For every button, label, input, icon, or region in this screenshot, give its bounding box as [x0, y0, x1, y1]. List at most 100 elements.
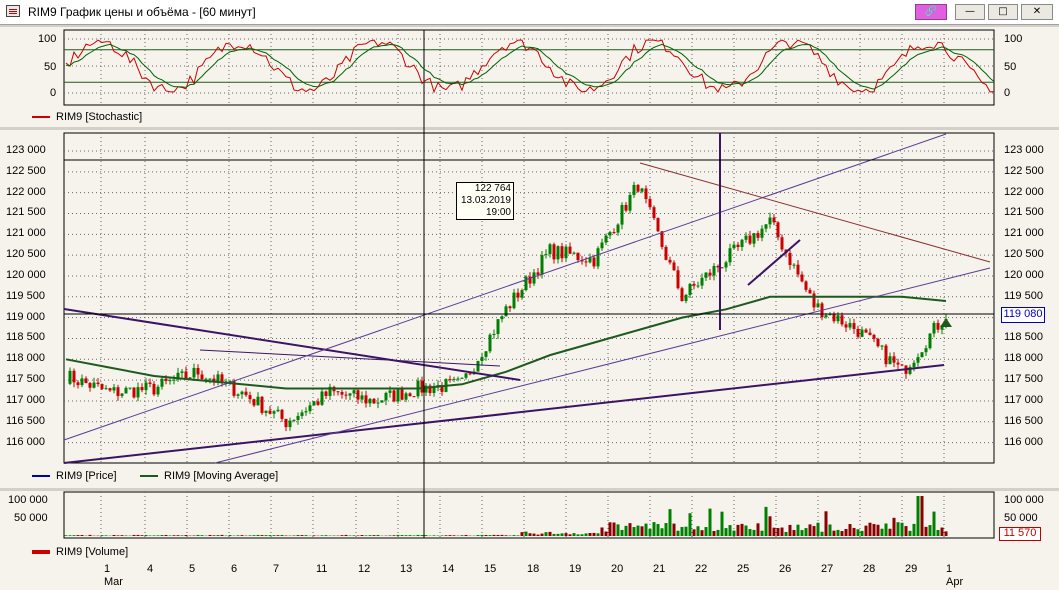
price-candle-body [240, 391, 244, 395]
volume-swatch [32, 550, 50, 554]
volume-bar [584, 533, 588, 536]
price-candle-body [68, 370, 72, 384]
volume-bar [860, 530, 864, 536]
price-candle-body [632, 184, 636, 195]
price-candle-body [364, 395, 368, 404]
volume-bar [652, 522, 656, 536]
price-tick-left: 121 000 [6, 227, 46, 240]
price-candle-body [128, 387, 132, 389]
volume-bar [920, 496, 924, 536]
ma-legend: RIM9 [Moving Average] [140, 470, 278, 482]
up-arrow-marker [940, 318, 952, 327]
volume-bar [432, 535, 436, 536]
volume-bar [376, 534, 380, 536]
volume-bar [772, 527, 776, 536]
price-candle-body [400, 389, 404, 400]
stoch-tick-right-100: 100 [1004, 33, 1023, 45]
close-button[interactable]: ✕ [1021, 4, 1053, 20]
volume-bar [516, 535, 520, 536]
volume-bar [720, 511, 724, 536]
price-candle-body [432, 387, 436, 393]
price-candle-body [708, 272, 712, 276]
price-candle-body [464, 373, 468, 378]
volume-bar [132, 534, 136, 536]
price-tick-right: 116 000 [1004, 435, 1043, 448]
volume-bar [112, 534, 116, 536]
volume-bar [724, 528, 728, 536]
price-tick-left: 119 500 [6, 289, 45, 302]
price-tick-left: 117 000 [6, 393, 45, 406]
ma-swatch [140, 475, 158, 477]
price-panel[interactable] [0, 130, 1059, 488]
price-candle-body [744, 235, 748, 240]
volume-bar [212, 535, 216, 536]
volume-bar [676, 530, 680, 536]
panel-divider[interactable] [0, 127, 1059, 130]
price-candle-body [328, 386, 332, 396]
volume-bar [696, 526, 700, 536]
price-candle-body [836, 315, 840, 322]
price-candle-body [712, 265, 716, 276]
price-tick-right: 116 500 [1004, 414, 1043, 427]
maximize-button[interactable]: □ [988, 4, 1018, 20]
price-candle-body [396, 389, 400, 402]
volume-bar [620, 529, 624, 536]
price-candle-body [640, 188, 644, 192]
stochastic-plot-frame [63, 29, 995, 106]
price-candle-body [384, 392, 388, 401]
minimize-button[interactable]: — [955, 4, 985, 20]
price-candle-body [760, 228, 764, 238]
volume-bar [348, 535, 352, 536]
link-button[interactable]: 🔗 [915, 4, 947, 20]
volume-bar [552, 533, 556, 536]
volume-bar [388, 535, 392, 536]
volume-bar [524, 531, 528, 536]
time-axis[interactable]: 1 4 5 6 7 11 12 13 14 15 18 19 20 21 22 25 26 27 28 29 1 Mar… [0, 561, 1059, 590]
panel-divider[interactable] [0, 488, 1059, 491]
day-label: 11 [316, 563, 328, 575]
volume-bar [104, 535, 108, 536]
price-legend: RIM9 [Price] [32, 470, 117, 482]
price-tick-left: 123 000 [6, 144, 46, 156]
price-candle-body [288, 420, 292, 428]
volume-bar [656, 524, 660, 536]
price-candle-body [168, 380, 172, 382]
volume-panel[interactable] [0, 491, 1059, 561]
volume-bar [196, 534, 200, 536]
price-candle-body [480, 356, 484, 362]
price-candle-body [844, 324, 848, 328]
volume-bar [588, 533, 592, 536]
volume-bar [228, 535, 232, 536]
volume-bar [608, 522, 612, 536]
price-candle-body [636, 184, 640, 192]
price-candle-body [492, 334, 496, 336]
stochastic-panel[interactable] [0, 27, 1059, 127]
volume-bar [640, 526, 644, 536]
price-candle-body [660, 231, 664, 247]
day-label: 20 [611, 563, 624, 575]
price-candle-body [112, 387, 116, 391]
volume-bar [564, 533, 568, 536]
volume-bar [140, 535, 144, 536]
trend-line-minor [199, 349, 501, 367]
window-title: RIM9 График цены и объёма - [60 минут] [28, 5, 256, 19]
price-candle-body [176, 372, 180, 380]
price-candle-body [108, 388, 112, 391]
price-candle-body [428, 385, 432, 393]
volume-bar [924, 526, 928, 536]
volume-bar [636, 525, 640, 536]
volume-bar [880, 528, 884, 536]
price-candle-body [96, 382, 100, 385]
price-candle-body [300, 412, 304, 416]
price-candle-body [440, 385, 444, 392]
volume-bar [628, 523, 632, 536]
price-candle-body [188, 377, 192, 379]
volume-bar [688, 513, 692, 536]
price-candle-body [196, 367, 200, 375]
price-candle-body [776, 222, 780, 238]
price-candle-body [780, 237, 784, 250]
day-label: 12 [358, 563, 371, 575]
price-candle-body [772, 217, 776, 223]
volume-bar [560, 533, 564, 536]
